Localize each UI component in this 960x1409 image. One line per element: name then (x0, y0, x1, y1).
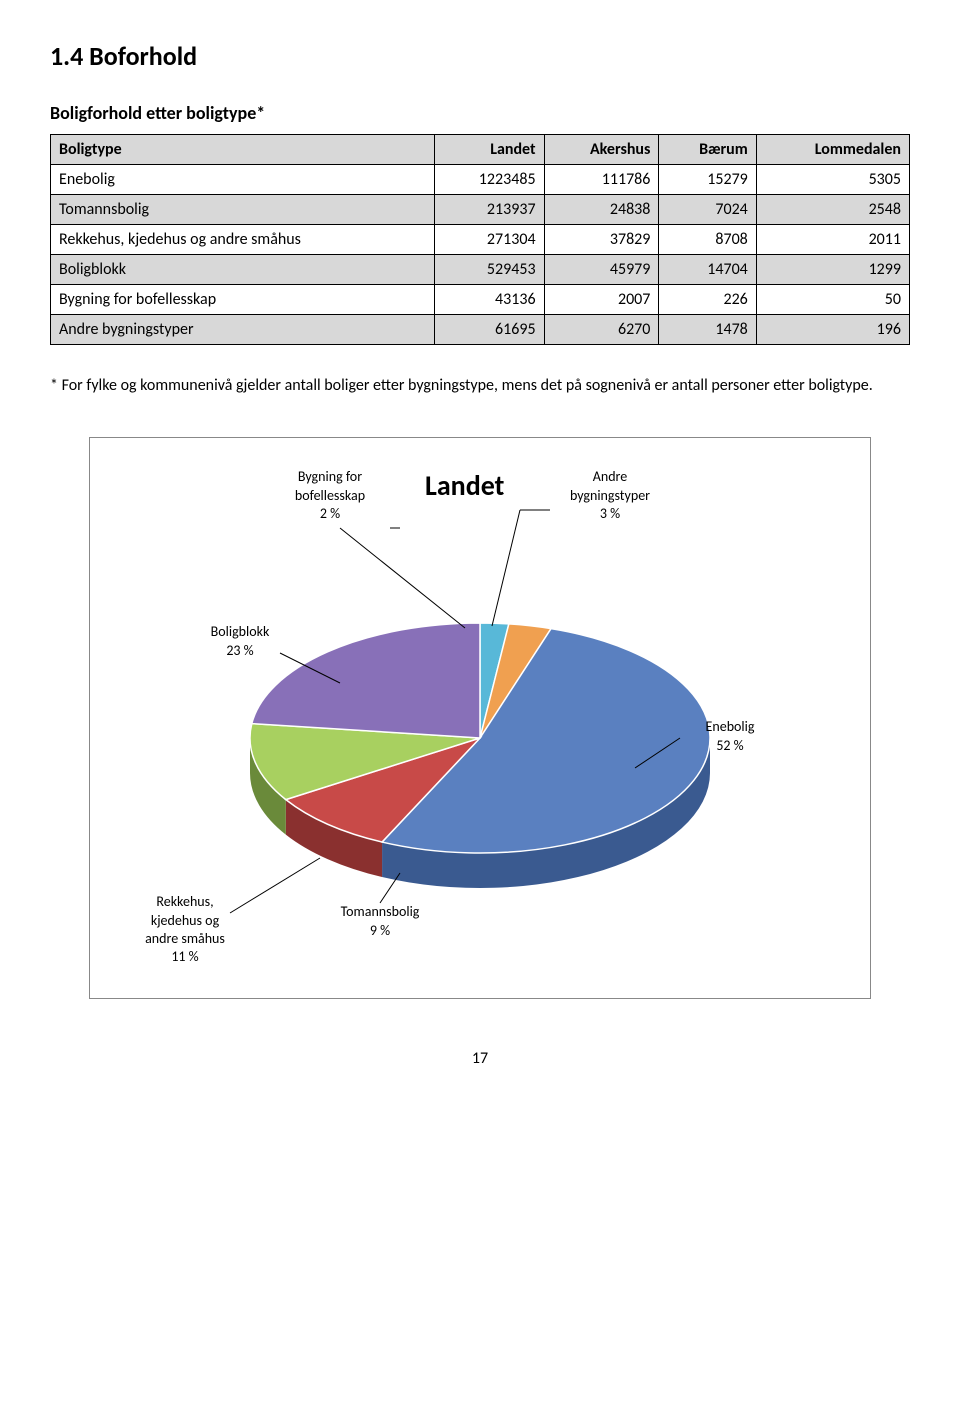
row-value: 1223485 (435, 165, 544, 195)
row-value: 43136 (435, 285, 544, 315)
pie-chart: Bygning forbofellesskap2 % Landet Andreb… (89, 437, 871, 999)
row-value: 37829 (544, 225, 659, 255)
table-header-row: Boligtype Landet Akershus Bærum Lommedal… (51, 135, 910, 165)
row-label: Enebolig (51, 165, 435, 195)
row-value: 15279 (659, 165, 756, 195)
row-label: Tomannsbolig (51, 195, 435, 225)
table-row: Rekkehus, kjedehus og andre småhus271304… (51, 225, 910, 255)
row-value: 61695 (435, 315, 544, 345)
row-value: 6270 (544, 315, 659, 345)
data-table: Boligtype Landet Akershus Bærum Lommedal… (50, 134, 910, 345)
label-boligblokk: Boligblokk23 % (190, 623, 290, 659)
footnote: * For fylke og kommunenivå gjelder antal… (50, 375, 910, 397)
leader-andre (492, 510, 520, 626)
label-tomannsbolig: Tomannsbolig9 % (320, 903, 440, 939)
row-label: Andre bygningstyper (51, 315, 435, 345)
row-value: 271304 (435, 225, 544, 255)
label-rekkehus: Rekkehus,kjedehus ogandre småhus11 % (125, 893, 245, 966)
label-bofellesskap: Bygning forbofellesskap2 % (270, 468, 390, 523)
col-boligtype: Boligtype (51, 135, 435, 165)
table-row: Andre bygningstyper6169562701478196 (51, 315, 910, 345)
row-value: 5305 (756, 165, 909, 195)
row-value: 196 (756, 315, 909, 345)
row-value: 7024 (659, 195, 756, 225)
table-row: Bygning for bofellesskap43136200722650 (51, 285, 910, 315)
row-value: 1299 (756, 255, 909, 285)
leader-bofellesskap (340, 528, 465, 628)
col-lommedalen: Lommedalen (756, 135, 909, 165)
table-row: Tomannsbolig2139372483870242548 (51, 195, 910, 225)
row-value: 1478 (659, 315, 756, 345)
row-value: 111786 (544, 165, 659, 195)
row-value: 226 (659, 285, 756, 315)
row-label: Rekkehus, kjedehus og andre småhus (51, 225, 435, 255)
row-label: Bygning for bofellesskap (51, 285, 435, 315)
row-value: 45979 (544, 255, 659, 285)
row-value: 213937 (435, 195, 544, 225)
row-value: 24838 (544, 195, 659, 225)
col-baerum: Bærum (659, 135, 756, 165)
col-akershus: Akershus (544, 135, 659, 165)
page-number: 17 (50, 1049, 910, 1068)
col-landet: Landet (435, 135, 544, 165)
row-value: 2548 (756, 195, 909, 225)
label-enebolig: Enebolig52 % (680, 718, 780, 754)
row-value: 529453 (435, 255, 544, 285)
label-andre: Andrebygningstyper3 % (550, 468, 670, 523)
table-row: Enebolig1223485111786152795305 (51, 165, 910, 195)
row-label: Boligblokk (51, 255, 435, 285)
row-value: 2007 (544, 285, 659, 315)
table-subtitle: Boligforhold etter boligtype* (50, 102, 910, 124)
table-row: Boligblokk52945345979147041299 (51, 255, 910, 285)
row-value: 14704 (659, 255, 756, 285)
section-heading: 1.4 Boforhold (50, 40, 910, 72)
row-value: 8708 (659, 225, 756, 255)
row-value: 50 (756, 285, 909, 315)
row-value: 2011 (756, 225, 909, 255)
chart-title: Landet (425, 468, 504, 503)
